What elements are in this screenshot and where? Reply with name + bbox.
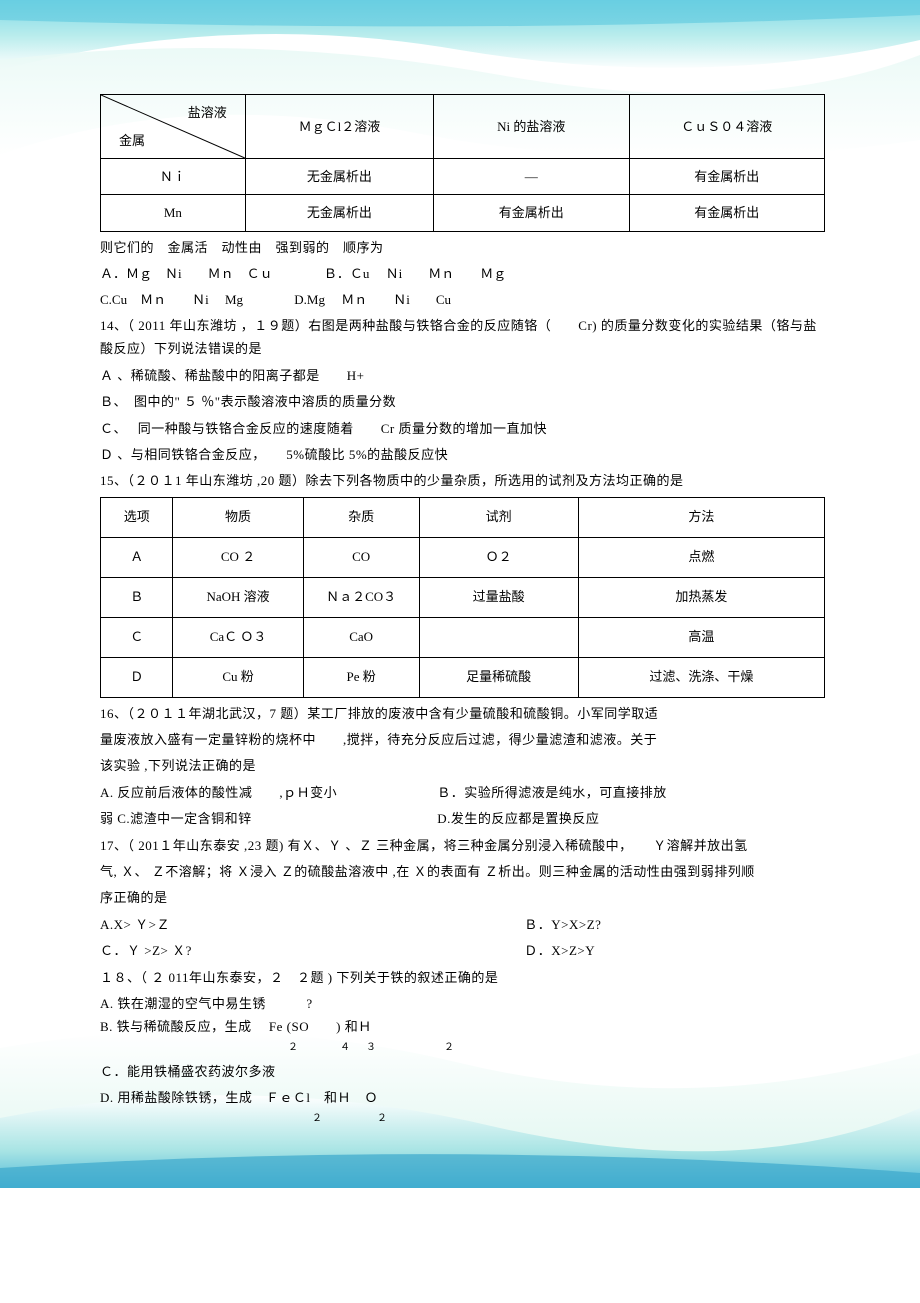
- q13-options-ab: Ａ．Ｍｇ Ｎi Ｍｎ Ｃｕ Ｂ．Ｃu Ｎi Ｍｎ Ｍｇ: [100, 262, 825, 285]
- cell: NaOH 溶液: [173, 577, 303, 617]
- q16-opt-a: A. 反应前后液体的酸性减 ,ｐＨ变小: [100, 781, 434, 804]
- cell: Cu 粉: [173, 657, 303, 697]
- q17-opt-b: Ｂ．Y>X>Z?: [524, 913, 601, 936]
- table-row: Ｂ NaOH 溶液 Ｎａ２CO３ 过量盐酸 加热蒸发: [101, 577, 825, 617]
- q18-stem: １８、（ ２ 011年山东泰安，２ ２题 ) 下列关于铁的叙述正确的是: [100, 966, 825, 989]
- cell: CaO: [303, 617, 419, 657]
- cell: Ｄ: [101, 657, 173, 697]
- q14-opt-b: Ｂ、 图中的" ５ ％"表示酸溶液中溶质的质量分数: [100, 390, 825, 413]
- cell: 无金属析出: [245, 195, 433, 231]
- cell: 有金属析出: [629, 195, 825, 231]
- q17-opt-a: A.X> Ｙ>Ｚ: [100, 913, 521, 936]
- q18-opt-b: B. 铁与稀硫酸反应，生成 Fe (SO ) 和Ｈ: [100, 1015, 825, 1038]
- cell: 点燃: [578, 537, 824, 577]
- col-header: 杂质: [303, 497, 419, 537]
- q17-opt-c: Ｃ．Ｙ >Z> Ｘ?: [100, 939, 521, 962]
- cell: [419, 617, 578, 657]
- cell: 有金属析出: [434, 195, 629, 231]
- col-header: 物质: [173, 497, 303, 537]
- cell: Ｎａ２CO３: [303, 577, 419, 617]
- diagonal-header-cell: 盐溶液 金属: [101, 95, 246, 159]
- cell: Ｏ２: [419, 537, 578, 577]
- cell: CO ２: [173, 537, 303, 577]
- impurity-removal-table: 选项 物质 杂质 试剂 方法 Ａ CO ２ CO Ｏ２ 点燃 Ｂ NaOH 溶液…: [100, 497, 825, 698]
- q17-options-cd: Ｃ．Ｙ >Z> Ｘ? Ｄ．X>Z>Y: [100, 939, 825, 962]
- cell: Pe 粉: [303, 657, 419, 697]
- cell: —: [434, 159, 629, 195]
- cell: 加热蒸发: [578, 577, 824, 617]
- cell: 足量稀硫酸: [419, 657, 578, 697]
- q17-opt-d: Ｄ．X>Z>Y: [524, 939, 595, 962]
- q13-opt-d: D.Mg Ｍｎ Ｎi Cu: [294, 292, 451, 307]
- q16-line3: 该实验 ,下列说法正确的是: [100, 754, 825, 777]
- table-row: Ｎｉ 无金属析出 — 有金属析出: [101, 159, 825, 195]
- q13-opt-c: C.Cu Ｍｎ Ｎi Mg: [100, 292, 243, 307]
- q14-stem: 14、（ 2011 年山东潍坊 ，１９题）右图是两种盐酸与铁铬合金的反应随铬（ …: [100, 314, 825, 361]
- q17-line2: 气, Ｘ、 Ｚ不溶解；将 Ｘ浸入 Ｚ的硫酸盐溶液中 ,在 Ｘ的表面有 Ｚ析出。则…: [100, 860, 825, 883]
- q18-opt-d: D. 用稀盐酸除铁锈，生成 ＦｅＣl 和Ｈ Ｏ: [100, 1086, 825, 1109]
- cell: Ｂ: [101, 577, 173, 617]
- q16-opt-d: D.发生的反应都是置换反应: [437, 807, 800, 830]
- q14-opt-a: Ａ 、稀硫酸、稀盐酸中的阳离子都是 H+: [100, 364, 825, 387]
- q14-opt-c: Ｃ、 同一种酸与铁铬合金反应的速度随着 Cr 质量分数的增加一直加快: [100, 417, 825, 440]
- q16-opt-c: 弱 C.滤渣中一定含铜和锌: [100, 807, 434, 830]
- table-row: Ａ CO ２ CO Ｏ２ 点燃: [101, 537, 825, 577]
- q16-options-ab: A. 反应前后液体的酸性减 ,ｐＨ变小 Ｂ．实验所得滤液是纯水，可直接排放: [100, 781, 825, 804]
- cell: Ｃ: [101, 617, 173, 657]
- cell: CO: [303, 537, 419, 577]
- col-header: 试剂: [419, 497, 578, 537]
- row-metal: Ｎｉ: [101, 159, 246, 195]
- q18-opt-b-sub: ２ ４ ３ ２: [100, 1039, 825, 1057]
- q17-options-ab: A.X> Ｙ>Ｚ Ｂ．Y>X>Z?: [100, 913, 825, 936]
- q13-opt-b: Ｂ．Ｃu Ｎi Ｍｎ Ｍｇ: [324, 266, 506, 281]
- q14-opt-d: Ｄ 、与相同铁铬合金反应， 5%硫酸比 5%的盐酸反应快: [100, 443, 825, 466]
- q18-opt-a: A. 铁在潮湿的空气中易生锈 ?: [100, 992, 825, 1015]
- q13-options-cd: C.Cu Ｍｎ Ｎi Mg D.Mg Ｍｎ Ｎi Cu: [100, 288, 825, 311]
- table-row: Ｃ CaＣ Ｏ３ CaO 高温: [101, 617, 825, 657]
- table-row: Mn 无金属析出 有金属析出 有金属析出: [101, 195, 825, 231]
- q16-opt-b: Ｂ．实验所得滤液是纯水，可直接排放: [437, 781, 800, 804]
- q18-opt-d-sub: ２ ２: [100, 1110, 825, 1128]
- q15-stem: 15、（２０１1 年山东潍坊 ,20 题）除去下列各物质中的少量杂质，所选用的试…: [100, 469, 825, 492]
- col-header: ＭｇＣl２溶液: [245, 95, 433, 159]
- q13-opt-a: Ａ．Ｍｇ Ｎi Ｍｎ Ｃｕ: [100, 266, 273, 281]
- cell: CaＣ Ｏ３: [173, 617, 303, 657]
- cell: 过量盐酸: [419, 577, 578, 617]
- col-header: 选项: [101, 497, 173, 537]
- q17-line3: 序正确的是: [100, 886, 825, 909]
- metal-salt-table: 盐溶液 金属 ＭｇＣl２溶液 Ni 的盐溶液 ＣｕＳ０４溶液 Ｎｉ 无金属析出 …: [100, 94, 825, 232]
- col-header: ＣｕＳ０４溶液: [629, 95, 825, 159]
- cell: 过滤、洗涤、干燥: [578, 657, 824, 697]
- table-header-row: 选项 物质 杂质 试剂 方法: [101, 497, 825, 537]
- q13-stem: 则它们的 金属活 动性由 强到弱的 顺序为: [100, 236, 825, 259]
- q16-options-cd: 弱 C.滤渣中一定含铜和锌 D.发生的反应都是置换反应: [100, 807, 825, 830]
- table-row: Ｄ Cu 粉 Pe 粉 足量稀硫酸 过滤、洗涤、干燥: [101, 657, 825, 697]
- q16-line1: 16、（２０１１年湖北武汉，7 题）某工厂排放的废液中含有少量硫酸和硫酸铜。小军…: [100, 702, 825, 725]
- q18-opt-c: Ｃ．能用铁桶盛农药波尔多液: [100, 1060, 825, 1083]
- cell: Ａ: [101, 537, 173, 577]
- cell: 高温: [578, 617, 824, 657]
- q16-line2: 量废液放入盛有一定量锌粉的烧杯中 ,搅拌，待充分反应后过滤，得少量滤渣和滤液。关…: [100, 728, 825, 751]
- row-metal: Mn: [101, 195, 246, 231]
- document-body: 盐溶液 金属 ＭｇＣl２溶液 Ni 的盐溶液 ＣｕＳ０４溶液 Ｎｉ 无金属析出 …: [0, 0, 920, 1188]
- diag-bottom-label: 金属: [119, 129, 145, 152]
- cell: 有金属析出: [629, 159, 825, 195]
- col-header: 方法: [578, 497, 824, 537]
- q17-line1: 17、（ 201１年山东泰安 ,23 题) 有Ｘ、Ｙ 、Ｚ 三种金属，将三种金属…: [100, 834, 825, 857]
- diag-top-label: 盐溶液: [188, 101, 227, 124]
- cell: 无金属析出: [245, 159, 433, 195]
- col-header: Ni 的盐溶液: [434, 95, 629, 159]
